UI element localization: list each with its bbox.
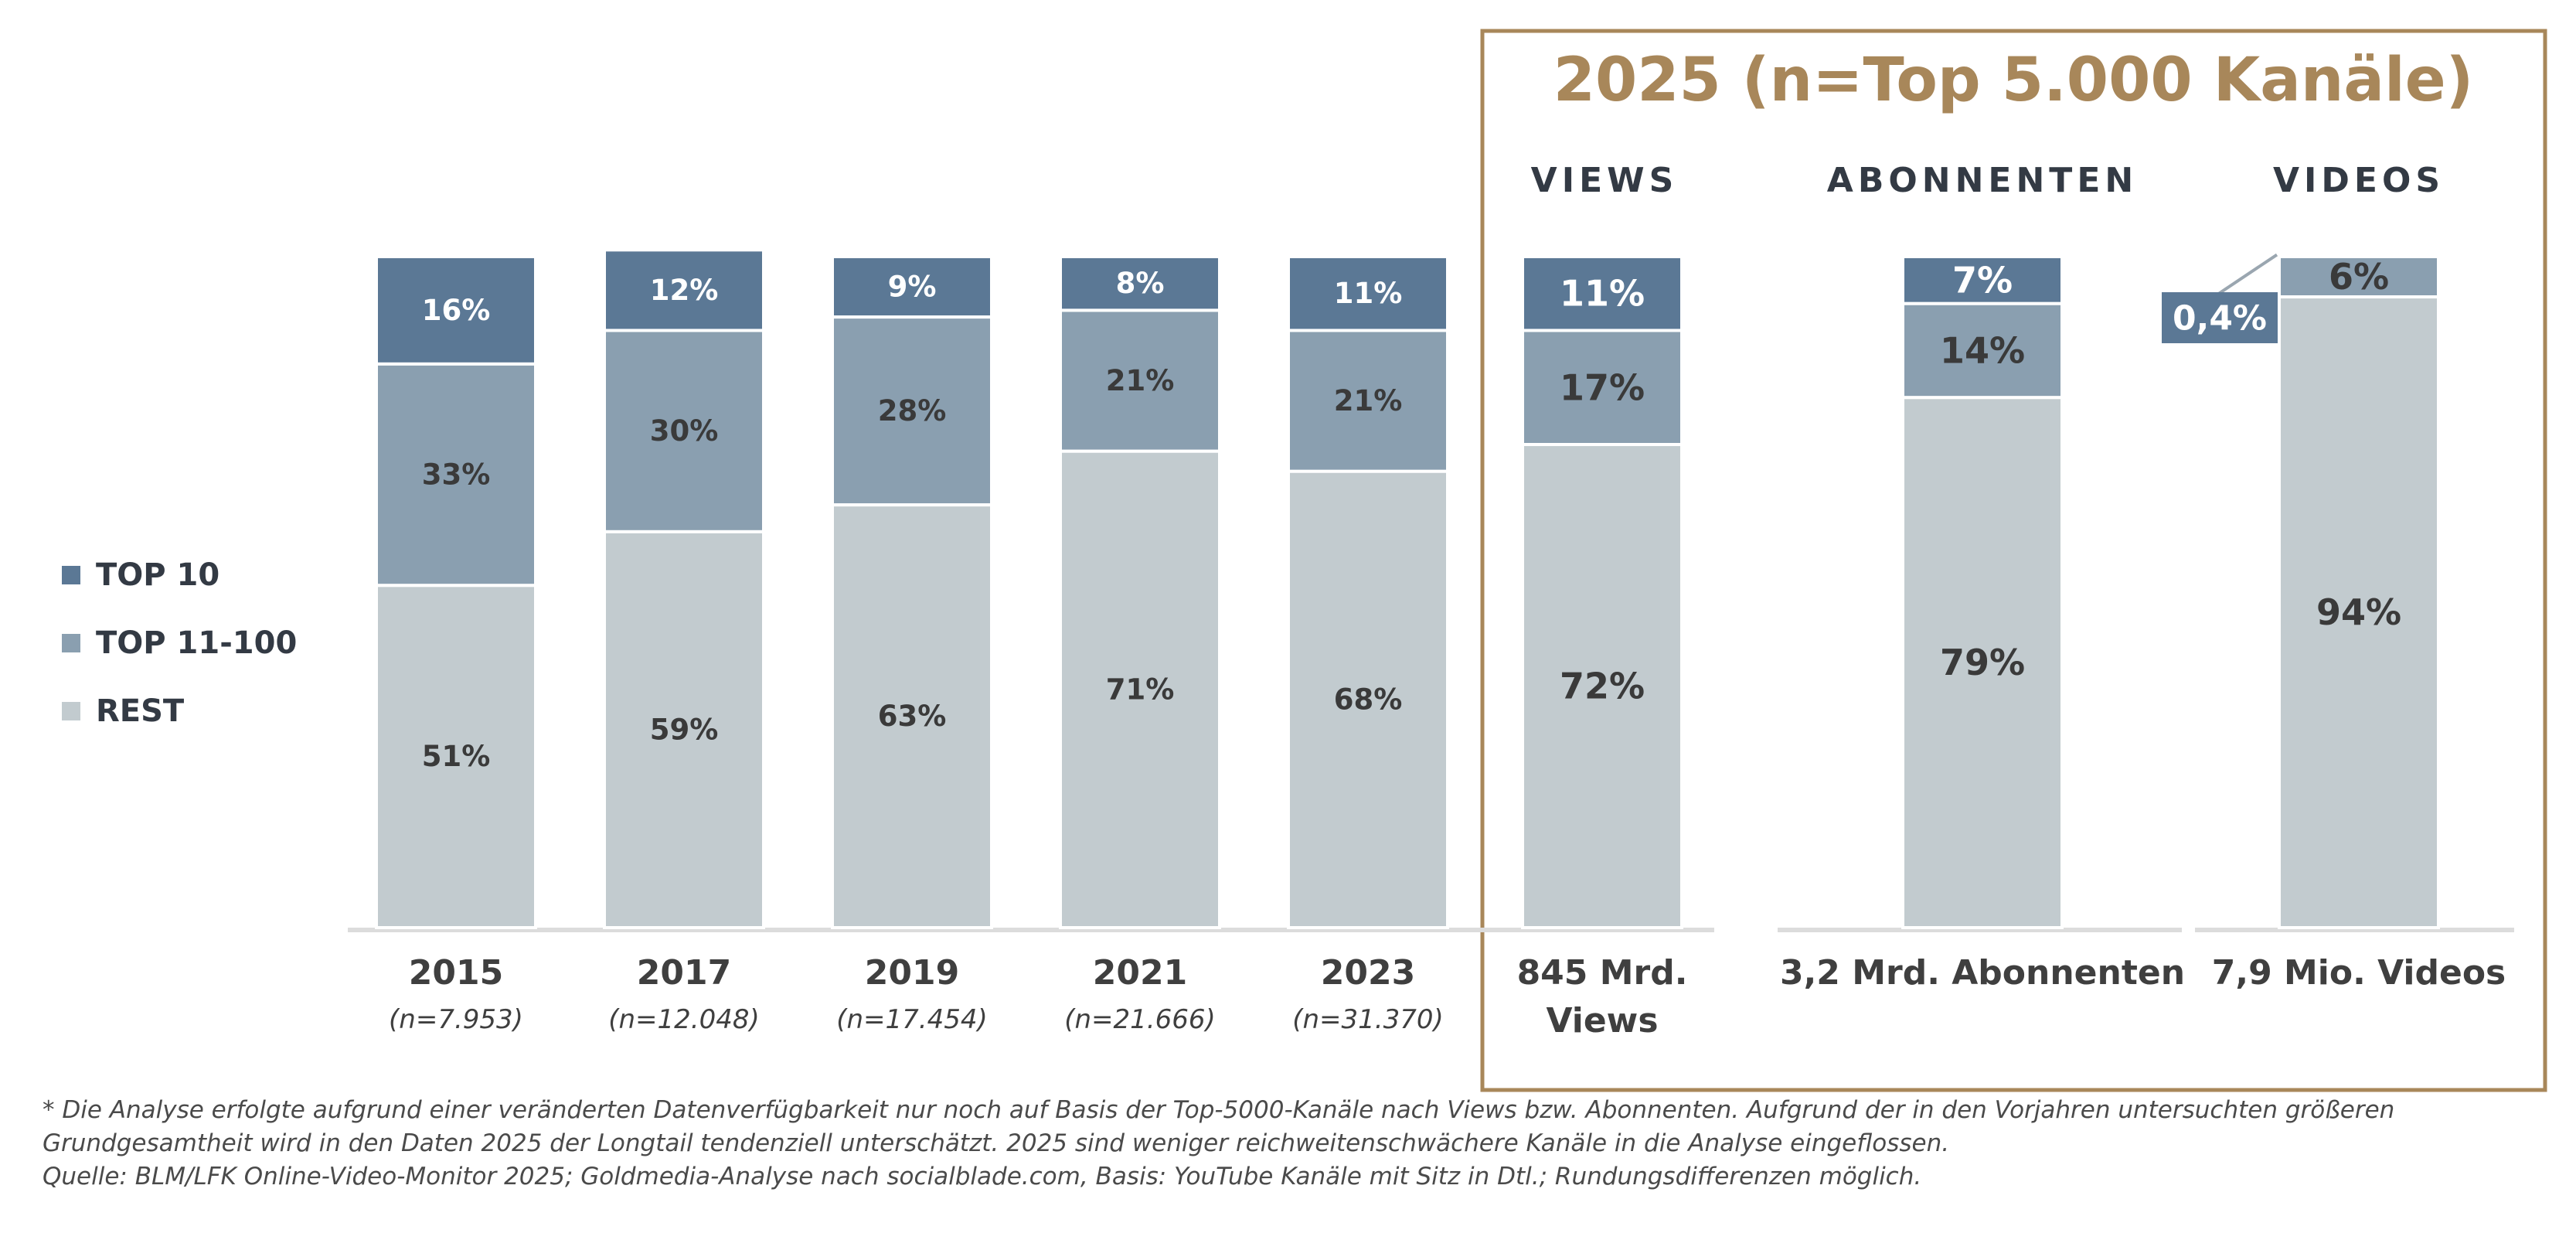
x-tick-label: 2021 xyxy=(1093,953,1187,993)
bar-segment-top11-100 xyxy=(603,329,765,533)
bar-label-rest: 51% xyxy=(422,740,491,773)
bar-segment-top10 xyxy=(1059,255,1221,312)
legend-item-rest: REST xyxy=(62,677,297,745)
legend-item-top11-100: TOP 11-100 xyxy=(62,609,297,677)
bar-segment-rest xyxy=(1287,469,1449,929)
legend-swatch-top11-100 xyxy=(62,634,80,652)
bar-label-rest: 71% xyxy=(1106,673,1175,706)
bar-label-top10: 12% xyxy=(650,274,719,307)
bar-label-rest: 79% xyxy=(1940,642,2025,683)
footnote-line-3: Quelle: BLM/LFK Online-Video-Monitor 202… xyxy=(43,1163,1922,1190)
bar-label-top10: 9% xyxy=(888,271,937,304)
bar-segment-top10 xyxy=(375,255,537,366)
bar-label-rest: 94% xyxy=(2316,591,2401,633)
legend-label-top10: TOP 10 xyxy=(96,557,220,593)
bar-segment-rest xyxy=(831,503,993,929)
bar-label-rest: 63% xyxy=(878,700,947,733)
x-tick-sublabel: (n=7.953) xyxy=(389,1004,523,1035)
x-tick-label: 7,9 Mio. Videos xyxy=(2212,953,2506,993)
x-tick-sublabel: (n=21.666) xyxy=(1064,1004,1216,1035)
footnote: * Die Analyse erfolgte aufgrund einer ve… xyxy=(43,1094,2539,1194)
bar-label-top10: 11% xyxy=(1560,273,1645,315)
x-tick-sublabel: (n=12.048) xyxy=(608,1004,760,1035)
x-axis-labels: 2015 (n=7.953) 2017 (n=12.048) 2019 (n=17.454… xyxy=(389,953,2506,1041)
bar-segment-top10 xyxy=(1521,255,1683,332)
x-tick-label: 2019 xyxy=(865,953,959,993)
legend-swatch-rest xyxy=(62,702,80,720)
bar-segment-top11-100 xyxy=(2278,255,2440,299)
bar-segment-rest xyxy=(1059,449,1221,929)
bar-segment-rest xyxy=(1901,396,2064,929)
x-tick-label: 845 Mrd. xyxy=(1517,953,1688,993)
bar-label-top11-100: 14% xyxy=(1940,330,2025,372)
bar-label-top11-100: 6% xyxy=(2329,256,2389,298)
x-tick-label: 2023 xyxy=(1321,953,1415,993)
header-views: VIEWS xyxy=(1531,161,1679,200)
bar-label-rest: 59% xyxy=(650,713,719,746)
bar-segment-top10 xyxy=(1901,255,2064,305)
bar-label-rest: 72% xyxy=(1560,666,1645,707)
bar-segment-top11-100 xyxy=(1521,329,1683,447)
bar-label-rest: 68% xyxy=(1334,683,1403,716)
bar-segment-rest xyxy=(603,530,765,929)
bar-segment-top10 xyxy=(831,255,993,319)
x-tick-label: 3,2 Mrd. Abonnenten xyxy=(1780,953,2185,993)
header-abonnenten: ABONNENTEN xyxy=(1827,161,2138,200)
highlight-box xyxy=(1480,29,2547,1092)
bar-label-top11-100: 28% xyxy=(878,394,947,427)
bar-segment-top11-100 xyxy=(375,362,537,588)
x-tick-sublabel: (n=31.370) xyxy=(1292,1004,1444,1035)
x-tick-label: Views xyxy=(1546,1001,1658,1041)
bar-label-top11-100: 33% xyxy=(422,458,491,492)
bars-group: 16% 33% 51% 12% 30% 59% 9% 28% 63% 8% 21% 71% 11% 21%… xyxy=(375,248,2440,929)
bar-label-top11-100: 17% xyxy=(1560,366,1645,408)
legend: TOP 10 TOP 11-100 REST xyxy=(62,541,297,745)
highlight-title: 2025 (n=Top 5.000 Kanäle) xyxy=(1553,46,2474,115)
x-tick-label: 2017 xyxy=(637,953,731,993)
bar-label-top11-100: 21% xyxy=(1106,364,1175,397)
x-tick-label: 2015 xyxy=(409,953,503,993)
legend-label-rest: REST xyxy=(96,693,185,729)
bar-label-top11-100: 21% xyxy=(1334,384,1403,417)
bar-segment-rest xyxy=(375,584,537,929)
bar-segment-top11-100 xyxy=(1059,308,1221,453)
legend-item-top10: TOP 10 xyxy=(62,541,297,609)
bar-segment-top10 xyxy=(1287,255,1449,332)
x-tick-sublabel: (n=17.454) xyxy=(836,1004,988,1035)
bar-segment-rest xyxy=(1521,443,1683,929)
bar-segment-top11-100 xyxy=(1901,301,2064,400)
footnote-line-2: Grundgesamtheit wird in den Daten 2025 d… xyxy=(43,1129,1950,1157)
bar-label-top10: 7% xyxy=(1952,259,2013,301)
callout-leader-line xyxy=(2214,253,2278,298)
callout-box xyxy=(2162,292,2278,343)
bar-segment-rest xyxy=(2278,295,2440,929)
bar-label-top11-100: 30% xyxy=(650,414,719,448)
bar-label-top10: 11% xyxy=(1334,277,1403,310)
legend-label-top11-100: TOP 11-100 xyxy=(96,625,298,661)
bar-label-top10: 8% xyxy=(1116,267,1165,300)
legend-swatch-top10 xyxy=(62,566,80,584)
header-videos: VIDEOS xyxy=(2273,161,2445,200)
bar-label-top10: 16% xyxy=(422,294,491,327)
footnote-line-1: * Die Analyse erfolgte aufgrund einer ve… xyxy=(43,1096,2395,1124)
bar-label-top10-callout: 0,4% xyxy=(2173,299,2267,339)
